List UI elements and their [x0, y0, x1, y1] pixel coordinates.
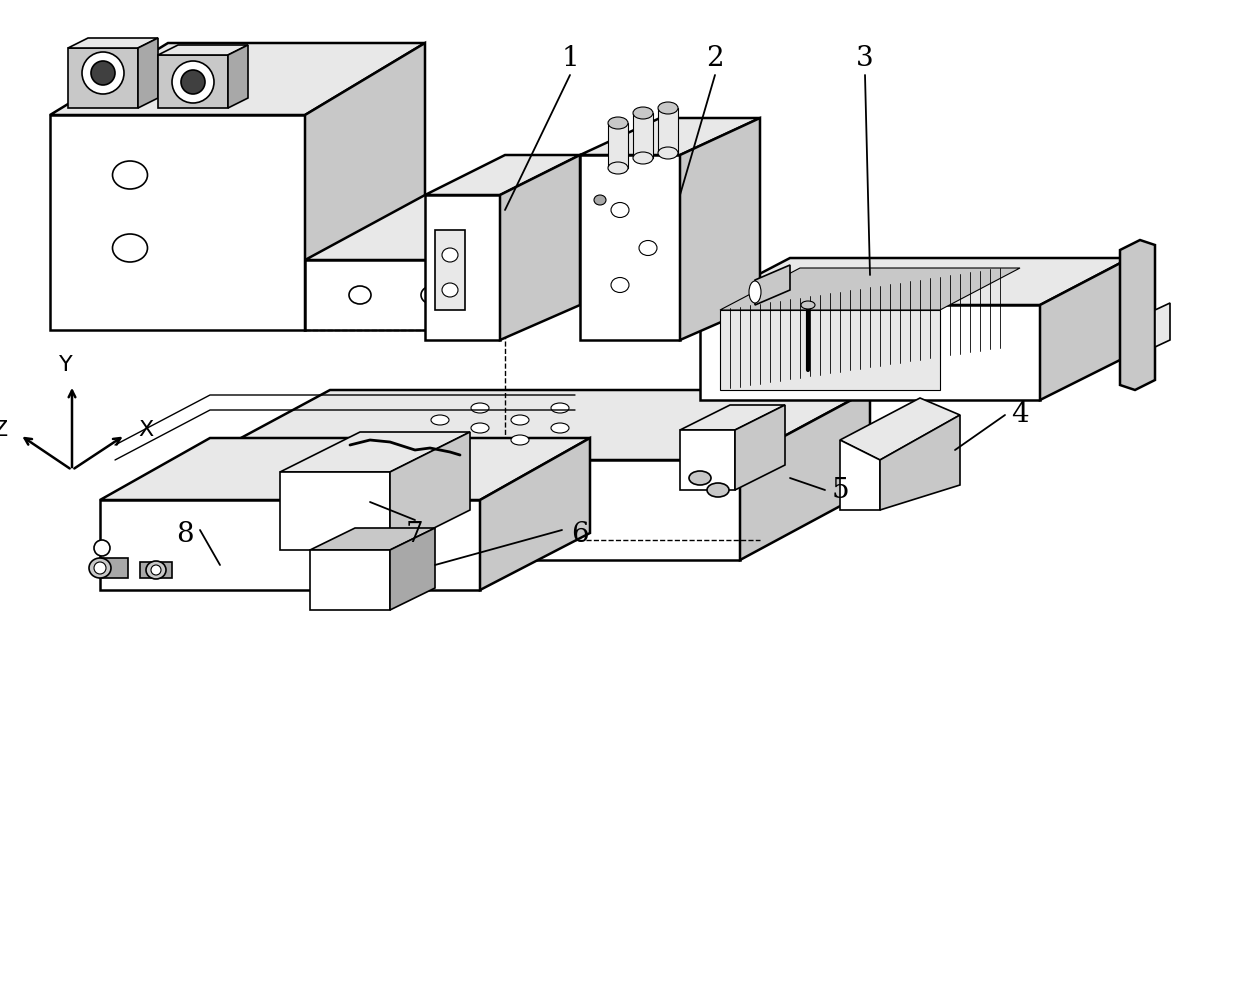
Polygon shape: [735, 405, 785, 490]
Polygon shape: [157, 45, 248, 55]
Polygon shape: [157, 55, 228, 108]
Ellipse shape: [151, 565, 161, 575]
Polygon shape: [100, 500, 480, 590]
Polygon shape: [310, 550, 391, 610]
Ellipse shape: [94, 562, 105, 574]
Ellipse shape: [113, 161, 148, 189]
Ellipse shape: [611, 278, 629, 293]
Ellipse shape: [658, 102, 678, 114]
Ellipse shape: [146, 561, 166, 579]
Polygon shape: [435, 230, 465, 310]
Polygon shape: [391, 528, 435, 610]
Ellipse shape: [441, 248, 458, 262]
Ellipse shape: [632, 152, 653, 164]
Polygon shape: [425, 195, 500, 340]
Polygon shape: [310, 528, 435, 550]
Ellipse shape: [689, 471, 711, 485]
Ellipse shape: [639, 241, 657, 256]
Ellipse shape: [181, 70, 205, 94]
Ellipse shape: [551, 423, 569, 433]
Polygon shape: [1040, 258, 1130, 400]
Text: Z: Z: [0, 420, 7, 440]
Ellipse shape: [511, 415, 529, 425]
Ellipse shape: [94, 540, 110, 556]
Polygon shape: [608, 123, 627, 168]
Polygon shape: [701, 305, 1040, 400]
Ellipse shape: [113, 234, 148, 262]
Polygon shape: [658, 108, 678, 153]
Polygon shape: [632, 113, 653, 158]
Polygon shape: [580, 155, 680, 340]
Polygon shape: [680, 430, 735, 490]
Polygon shape: [720, 268, 1021, 310]
Text: X: X: [138, 420, 154, 440]
Ellipse shape: [432, 435, 449, 445]
Polygon shape: [200, 390, 870, 460]
Polygon shape: [140, 562, 172, 578]
Polygon shape: [1120, 240, 1154, 390]
Ellipse shape: [611, 203, 629, 218]
Polygon shape: [305, 43, 425, 330]
Ellipse shape: [749, 281, 761, 303]
Text: 6: 6: [572, 521, 589, 548]
Ellipse shape: [471, 403, 489, 413]
Ellipse shape: [422, 286, 443, 304]
Ellipse shape: [91, 61, 115, 85]
Polygon shape: [740, 390, 870, 560]
Polygon shape: [680, 118, 760, 340]
Text: 1: 1: [562, 45, 579, 72]
Polygon shape: [280, 472, 391, 550]
Text: 3: 3: [856, 45, 874, 72]
Ellipse shape: [594, 195, 606, 205]
Text: 4: 4: [1011, 402, 1029, 429]
Polygon shape: [480, 438, 590, 590]
Ellipse shape: [172, 61, 215, 103]
Polygon shape: [880, 415, 960, 510]
Polygon shape: [720, 310, 940, 390]
Polygon shape: [138, 38, 157, 108]
Polygon shape: [680, 405, 785, 430]
Text: 8: 8: [176, 521, 193, 548]
Polygon shape: [425, 155, 580, 195]
Polygon shape: [50, 43, 425, 115]
Polygon shape: [839, 398, 960, 460]
Ellipse shape: [608, 117, 627, 129]
Polygon shape: [755, 265, 790, 305]
Polygon shape: [500, 155, 580, 340]
Ellipse shape: [608, 162, 627, 174]
Ellipse shape: [551, 403, 569, 413]
Polygon shape: [305, 260, 505, 330]
Ellipse shape: [441, 283, 458, 297]
Ellipse shape: [632, 107, 653, 119]
Polygon shape: [505, 195, 625, 330]
Polygon shape: [68, 48, 138, 108]
Polygon shape: [100, 438, 590, 500]
Polygon shape: [305, 195, 625, 260]
Polygon shape: [228, 45, 248, 108]
Text: 7: 7: [407, 521, 424, 548]
Ellipse shape: [658, 147, 678, 159]
Ellipse shape: [707, 483, 729, 497]
Polygon shape: [50, 115, 305, 330]
Ellipse shape: [82, 52, 124, 94]
Text: Y: Y: [60, 355, 73, 375]
Polygon shape: [580, 118, 760, 155]
Text: 2: 2: [707, 45, 724, 72]
Polygon shape: [100, 558, 128, 578]
Polygon shape: [701, 258, 1130, 305]
Polygon shape: [280, 432, 470, 472]
Polygon shape: [391, 432, 470, 550]
Ellipse shape: [471, 423, 489, 433]
Text: 5: 5: [831, 477, 849, 503]
Polygon shape: [200, 460, 740, 560]
Ellipse shape: [432, 415, 449, 425]
Polygon shape: [68, 38, 157, 48]
Polygon shape: [1154, 303, 1171, 347]
Ellipse shape: [348, 286, 371, 304]
Ellipse shape: [801, 301, 815, 309]
Ellipse shape: [511, 435, 529, 445]
Ellipse shape: [89, 558, 112, 578]
Polygon shape: [839, 440, 880, 510]
